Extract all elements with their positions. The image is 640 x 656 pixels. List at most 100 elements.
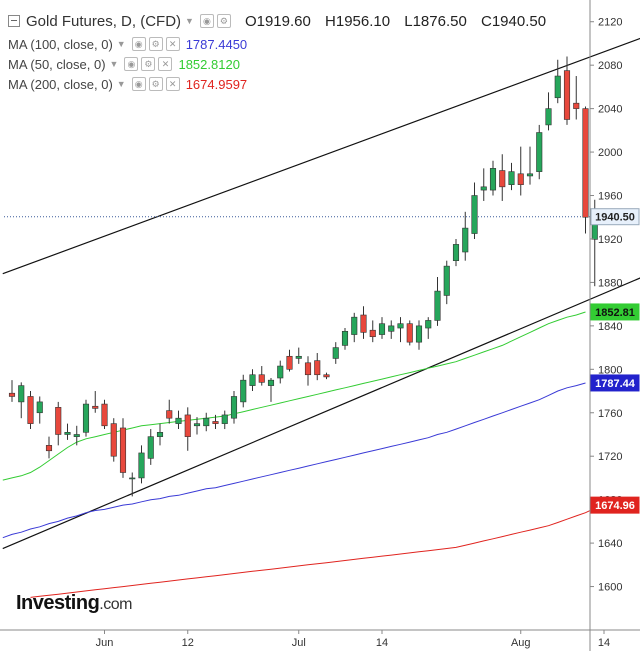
collapse-icon[interactable] [8, 15, 20, 27]
candle [554, 59, 561, 104]
candle [351, 312, 358, 343]
candle-body [258, 374, 265, 383]
candle-body [406, 323, 413, 343]
candle-body [295, 355, 302, 359]
candle-body [277, 365, 284, 379]
moving-averages [2, 311, 605, 598]
candle-body [203, 417, 210, 427]
candle [36, 396, 43, 424]
candle-body [462, 227, 469, 253]
candle-body [129, 477, 136, 480]
candle [101, 399, 108, 430]
y-tick-label: 1760 [598, 408, 622, 420]
candle-body [156, 432, 164, 437]
candle [73, 425, 80, 446]
close-value: C1940.50 [481, 12, 547, 30]
candle-body [582, 108, 589, 218]
candle-body [323, 374, 330, 378]
ohlc-values: O1919.60 H1956.10 L1876.50 C1940.50 [245, 13, 556, 30]
eye-icon[interactable]: ◉ [131, 77, 146, 91]
legend-ma50: MA (50, close, 0) ▼ ◉ ⚙ ✕ 1852.8120 [8, 54, 556, 74]
candle-body [351, 316, 358, 335]
candle [425, 317, 432, 339]
chevron-down-icon[interactable]: ▼ [116, 79, 126, 89]
chevron-down-icon[interactable]: ▼ [109, 59, 119, 69]
candle [166, 399, 173, 424]
candle [462, 211, 469, 261]
candle-body [314, 360, 321, 376]
candle [508, 162, 515, 191]
eye-icon[interactable]: ◉ [124, 57, 139, 71]
close-icon[interactable]: ✕ [165, 77, 180, 91]
candle-body [212, 421, 219, 424]
eye-icon[interactable]: ◉ [199, 14, 214, 28]
gear-icon[interactable]: ⚙ [216, 14, 231, 28]
candle-body [221, 414, 228, 424]
candle [545, 92, 552, 131]
y-tick-label: 1600 [598, 582, 622, 594]
candle-body [499, 170, 506, 188]
y-tick-label: 1640 [598, 538, 622, 550]
candle-body [471, 195, 478, 234]
legend-label: MA (50, close, 0) [8, 56, 106, 72]
y-tick-label: 1960 [598, 191, 622, 203]
candle [55, 401, 62, 446]
candle-body [8, 392, 16, 397]
legend-ma100: MA (100, close, 0) ▼ ◉ ⚙ ✕ 1787.4450 [8, 34, 556, 54]
candle-body [452, 244, 460, 261]
high-value: H1956.10 [325, 12, 391, 30]
indicator-controls: ◉ ⚙ ✕ [131, 77, 180, 91]
x-tick-label: Aug [511, 637, 531, 649]
gear-icon[interactable]: ⚙ [148, 77, 163, 91]
close-icon[interactable]: ✕ [165, 37, 180, 51]
symbol-title: Gold Futures, D, (CFD) [26, 12, 182, 30]
candle-body [480, 186, 487, 191]
candle-body [249, 374, 256, 386]
last-value-labels: 1940.50 1852.81 1787.44 1674.96 [590, 208, 640, 514]
candle-body [517, 173, 524, 185]
y-tick-label: 2000 [598, 147, 622, 159]
ma100-line [2, 382, 586, 539]
gear-icon[interactable]: ⚙ [148, 37, 163, 51]
candle [360, 306, 367, 339]
eye-icon[interactable]: ◉ [131, 37, 146, 51]
chevron-down-icon[interactable]: ▼ [116, 39, 126, 49]
brand-name: Investing [16, 592, 100, 614]
candle [443, 260, 450, 305]
x-tick-label: 14 [598, 637, 610, 649]
candle-body [267, 379, 275, 386]
candle-body [82, 403, 90, 433]
candle-body [369, 329, 376, 338]
y-tick-label: 1880 [598, 277, 622, 289]
axis-value-text: 1852.81 [595, 307, 635, 319]
axis-value-box [590, 208, 640, 226]
candle-body [101, 403, 108, 427]
candle [156, 423, 164, 446]
candle [397, 317, 404, 343]
ma50-line [2, 311, 586, 481]
candle [258, 366, 265, 386]
candle [147, 429, 154, 465]
candle-body [184, 414, 191, 437]
x-tick-label: Jul [292, 637, 306, 649]
y-tick-label: 2120 [598, 17, 622, 29]
close-icon[interactable]: ✕ [158, 57, 173, 71]
candle [406, 320, 413, 346]
trendline-upper-channel [2, 37, 640, 275]
candle-body [573, 102, 580, 109]
legend-label: MA (200, close, 0) [8, 76, 113, 92]
chevron-down-icon[interactable]: ▼ [185, 16, 194, 26]
gear-icon[interactable]: ⚙ [141, 57, 156, 71]
axis-value-label: 1852.81 [590, 303, 640, 321]
candle [471, 182, 478, 239]
ma200-line [30, 504, 605, 598]
candle-body [563, 70, 571, 120]
y-tick-label: 1720 [598, 451, 622, 463]
axis-value-box [590, 496, 640, 514]
axis-value-text: 1787.44 [595, 378, 636, 390]
candle-body [64, 432, 71, 435]
candle [138, 445, 145, 484]
axis-value-label: 1940.50 [590, 208, 640, 226]
